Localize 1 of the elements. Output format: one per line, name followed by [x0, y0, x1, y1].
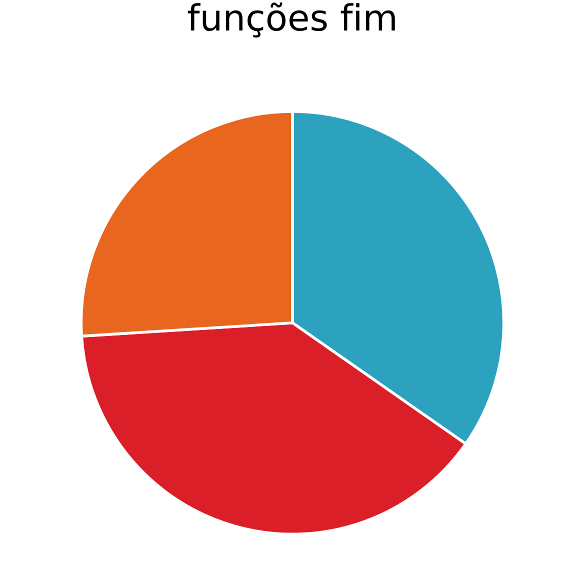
chart-title: funções fim — [188, 2, 395, 38]
